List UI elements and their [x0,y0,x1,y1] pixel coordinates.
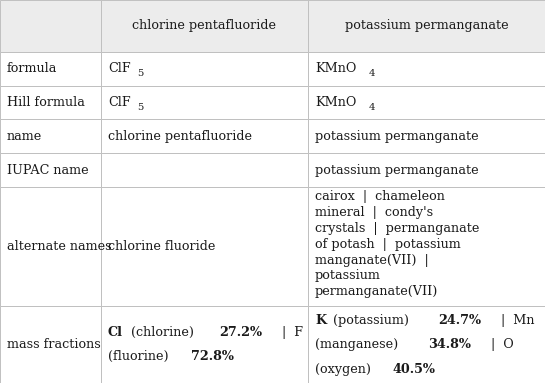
Text: potassium permanganate: potassium permanganate [315,164,479,177]
Text: alternate names: alternate names [7,240,112,253]
Text: chlorine pentafluoride: chlorine pentafluoride [108,130,252,143]
Text: permanganate(VII): permanganate(VII) [315,285,438,298]
Text: |  O: | O [483,338,514,351]
Bar [101,52,308,85]
Bar [0,52,101,85]
Text: chlorine pentafluoride: chlorine pentafluoride [132,20,276,33]
Bar [0,119,101,153]
Text: 24.7%: 24.7% [438,314,481,327]
Bar [101,119,308,153]
Bar [308,306,545,383]
Text: |  Mn: | Mn [493,314,535,327]
Text: 4: 4 [368,69,375,78]
Text: K: K [315,314,326,327]
Bar [308,187,545,306]
Bar [0,306,101,383]
Text: chlorine fluoride: chlorine fluoride [108,240,215,253]
Bar [101,153,308,187]
Text: KMnO: KMnO [315,62,356,75]
Bar [308,85,545,119]
Text: manganate(VII)  |: manganate(VII) | [315,254,429,267]
Text: KMnO: KMnO [315,96,356,109]
Bar [308,153,545,187]
Bar [308,119,545,153]
Text: Hill formula: Hill formula [7,96,85,109]
Text: potassium permanganate: potassium permanganate [315,130,479,143]
Bar [0,187,101,306]
Bar [101,306,308,383]
Bar [0,0,101,52]
Text: potassium: potassium [315,270,381,283]
Text: crystals  |  permanganate: crystals | permanganate [315,222,480,235]
Text: cairox  |  chameleon: cairox | chameleon [315,190,445,203]
Text: 5: 5 [137,103,143,112]
Text: 40.5%: 40.5% [392,363,435,376]
Text: potassium permanganate: potassium permanganate [344,20,508,33]
Text: 27.2%: 27.2% [219,326,262,339]
Text: 72.8%: 72.8% [191,350,234,363]
Bar [0,85,101,119]
Text: 34.8%: 34.8% [428,338,470,351]
Text: formula: formula [7,62,57,75]
Text: (fluorine): (fluorine) [108,350,173,363]
Bar [308,52,545,85]
Bar [101,187,308,306]
Text: 4: 4 [368,103,375,112]
Text: Cl: Cl [108,326,123,339]
Text: (oxygen): (oxygen) [315,363,375,376]
Text: of potash  |  potassium: of potash | potassium [315,238,461,250]
Text: name: name [7,130,43,143]
Text: mass fractions: mass fractions [7,338,101,351]
Text: |  F: | F [274,326,304,339]
Text: (chlorine): (chlorine) [128,326,198,339]
Text: IUPAC name: IUPAC name [7,164,89,177]
Text: (potassium): (potassium) [329,314,413,327]
Text: ClF: ClF [108,96,131,109]
Text: ClF: ClF [108,62,131,75]
Text: 5: 5 [137,69,143,78]
Text: mineral  |  condy's: mineral | condy's [315,206,433,219]
Text: (manganese): (manganese) [315,338,402,351]
Bar [308,0,545,52]
Bar [0,153,101,187]
Bar [101,85,308,119]
Bar [101,0,308,52]
